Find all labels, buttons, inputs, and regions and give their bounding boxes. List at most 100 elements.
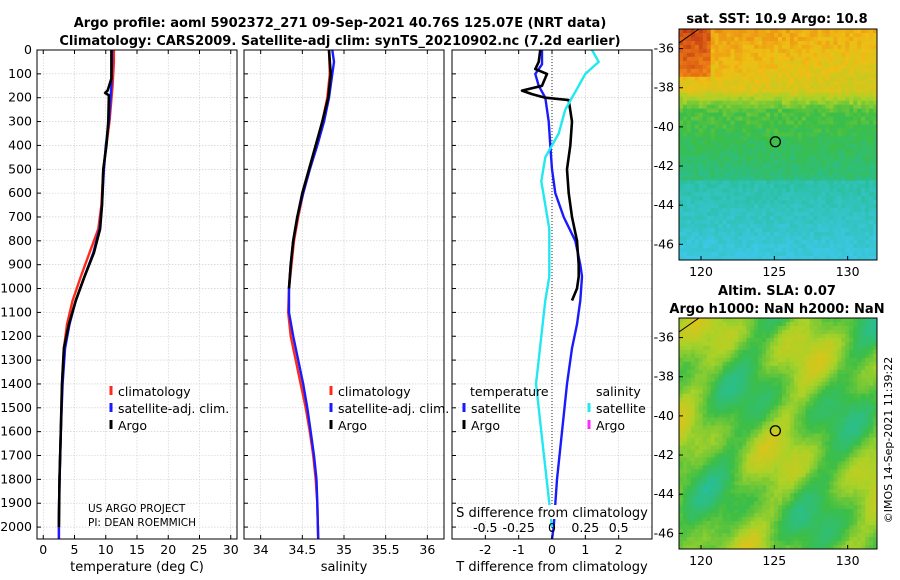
map-cell (694, 172, 700, 177)
map-cell (734, 136, 739, 141)
map-cell (694, 240, 700, 245)
map-cell (762, 40, 767, 46)
map-cell (766, 192, 771, 197)
map-cell (849, 401, 854, 407)
map-cell (785, 361, 791, 367)
map-cell (849, 156, 854, 161)
map-cell (778, 457, 783, 462)
map-cell (770, 449, 775, 454)
map-cell (742, 377, 747, 383)
map-cell (734, 224, 739, 229)
map-cell (702, 72, 708, 78)
map-cell (746, 429, 751, 434)
map-cell (762, 417, 767, 422)
map-cell (869, 104, 874, 110)
map-cell (809, 252, 815, 257)
map-cell (679, 100, 684, 106)
map-cell (702, 256, 708, 260)
map-cell (857, 457, 862, 462)
map-cell (746, 377, 751, 383)
map-cell (809, 44, 815, 50)
map-cell (845, 48, 850, 54)
map-cell (710, 252, 716, 257)
map-cell (825, 397, 830, 403)
map-cell (809, 365, 815, 371)
map-cell (710, 401, 716, 407)
map-cell (789, 100, 795, 106)
map-cell (686, 441, 692, 446)
map-cell (774, 148, 779, 153)
map-cell (682, 341, 688, 347)
map-cell (861, 248, 866, 253)
map-cell (762, 112, 767, 118)
map-cell (817, 148, 822, 153)
map-cell (841, 108, 846, 114)
map-cell (722, 349, 727, 355)
map-cell (746, 373, 751, 379)
map-cell (770, 92, 775, 98)
map-cell (742, 120, 747, 125)
map-cell (817, 64, 822, 70)
map-cell (849, 84, 854, 90)
map-cell (841, 429, 846, 434)
map-cell (694, 148, 700, 153)
map-cell (730, 369, 735, 375)
map-cell (774, 318, 779, 323)
map-cell (706, 204, 712, 209)
map-cell (706, 140, 712, 145)
map-cell (718, 401, 723, 407)
map-cell (762, 236, 767, 241)
map-cell (778, 413, 783, 418)
map-cell (781, 140, 787, 145)
map-cell (750, 29, 755, 34)
map-cell (785, 44, 791, 50)
map-cell (746, 140, 751, 145)
map-cell (702, 409, 708, 414)
map-cell (746, 128, 751, 133)
map-cell (809, 393, 815, 399)
map-cell (710, 40, 716, 46)
map-cell (730, 92, 735, 98)
map-cell (766, 449, 771, 454)
map-cell (682, 318, 688, 323)
map-cell (690, 60, 696, 66)
map-cell (829, 196, 834, 201)
series-temperature-satellite (534, 50, 584, 539)
map-cell (785, 188, 791, 193)
map-cell (682, 445, 688, 450)
map-cell (718, 176, 723, 181)
map-cell (679, 357, 684, 363)
map-cell (746, 449, 751, 454)
credit-line-2: PI: DEAN ROEMMICH (88, 517, 196, 529)
map-cell (861, 441, 866, 446)
map-cell (785, 112, 791, 118)
map-cell (762, 204, 767, 209)
map-cell (774, 345, 779, 351)
map-cell (770, 184, 775, 189)
map-cell (805, 124, 811, 129)
map-cell (865, 341, 870, 347)
map-cell (857, 204, 862, 209)
map-cell (750, 240, 755, 245)
map-cell (722, 224, 727, 229)
map-cell (682, 168, 688, 173)
map-cell (702, 337, 708, 343)
map-cell (762, 216, 767, 221)
map-cell (722, 325, 727, 331)
map-cell (805, 156, 811, 161)
map-cell (686, 369, 692, 375)
map-cell (679, 192, 684, 197)
map-cell (813, 252, 818, 257)
map-cell (793, 349, 799, 355)
map-cell (801, 96, 807, 102)
map-cell (857, 108, 862, 114)
map-cell (813, 192, 818, 197)
map-cell (785, 377, 791, 383)
map-cell (857, 88, 862, 94)
map-cell (869, 152, 874, 157)
map-cell (817, 132, 822, 137)
map-cell (690, 192, 696, 197)
map-cell (821, 413, 826, 418)
map-cell (726, 425, 731, 430)
map-cell (754, 333, 759, 339)
